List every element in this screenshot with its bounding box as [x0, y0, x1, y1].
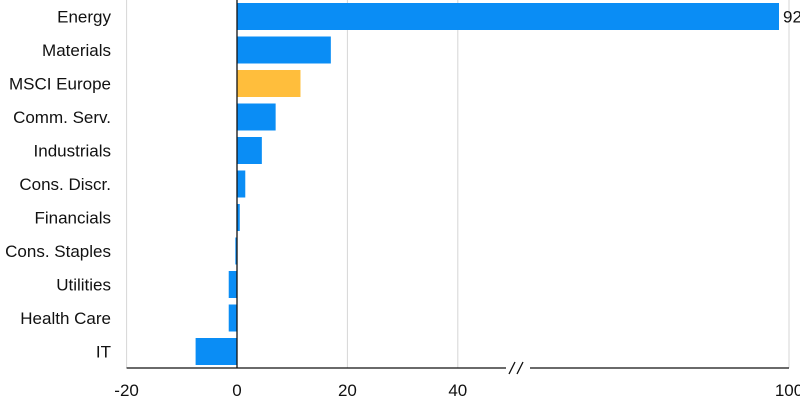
axes [126, 0, 789, 375]
category-label-it: IT [96, 343, 111, 362]
x-tick-label-0: 0 [232, 381, 241, 400]
x-tick-label-20: -20 [114, 381, 139, 400]
bar-financials [237, 204, 240, 231]
x-tick-label-20: 20 [338, 381, 357, 400]
bar-comm-serv [237, 103, 276, 131]
bar-cons-discr [237, 170, 246, 198]
bar-health-care [228, 304, 237, 332]
category-label-comm-serv: Comm. Serv. [13, 108, 111, 127]
x-tick-label-100: 100 [775, 381, 800, 400]
bar-msci-europe [237, 70, 301, 97]
data-labels: 92% [783, 8, 800, 27]
category-label-industrials: Industrials [34, 142, 111, 161]
axis-break-mark [508, 361, 516, 375]
bar-industrials [237, 137, 262, 164]
bars [195, 3, 779, 365]
category-label-cons-staples: Cons. Staples [5, 242, 111, 261]
category-label-msci-europe: MSCI Europe [9, 75, 111, 94]
category-label-health-care: Health Care [20, 309, 111, 328]
bar-it [195, 338, 237, 365]
category-label-financials: Financials [34, 209, 111, 228]
bar-utilities [228, 271, 237, 298]
x-tick-label-40: 40 [448, 381, 467, 400]
bar-energy [237, 3, 779, 30]
category-label-cons-discr: Cons. Discr. [19, 175, 111, 194]
gridlines [126, 0, 790, 368]
data-label-energy: 92% [783, 8, 800, 27]
axis-break-mark [516, 361, 524, 375]
category-label-utilities: Utilities [56, 276, 111, 295]
tick-labels: -20 0 20 40 100 [114, 381, 800, 400]
category-label-energy: Energy [57, 8, 111, 27]
bar-cons-staples [235, 237, 237, 265]
category-label-materials: Materials [42, 41, 111, 60]
category-labels: Energy Materials MSCI Europe Comm. Serv. Ind… [5, 8, 111, 362]
bar-materials [237, 36, 331, 64]
